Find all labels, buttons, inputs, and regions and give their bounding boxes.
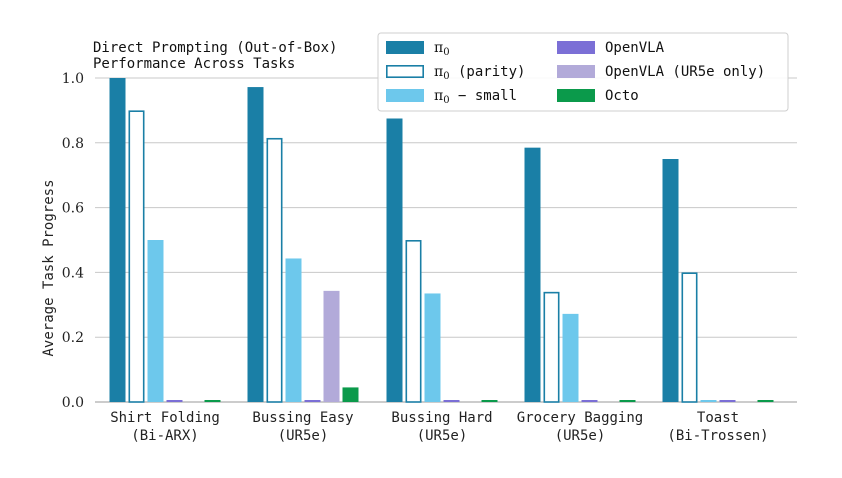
legend-swatch-openvla_ur5 <box>557 65 595 78</box>
bar-octo-4 <box>757 400 774 402</box>
bar-pi0_small-4 <box>700 400 717 402</box>
bar-pi0_parity-4 <box>681 272 698 403</box>
bar-pi0_parity-3 <box>543 291 560 403</box>
legend-swatch-pi0_small <box>386 89 424 102</box>
y-axis-label: Average Task Progress <box>41 179 57 356</box>
x-tick-label: Toast (Bi-Trossen) <box>667 410 768 444</box>
bar-openvla_ur5-1 <box>323 290 340 402</box>
y-tick-label: 0.6 <box>62 201 84 217</box>
bar-openvla-2 <box>443 400 460 402</box>
legend-swatch-pi0 <box>386 41 424 54</box>
bar-pi0_small-2 <box>424 293 441 402</box>
bar-pi0-1 <box>247 87 264 403</box>
bar-pi0-0 <box>109 78 126 402</box>
y-tick-label: 0.2 <box>62 330 84 346</box>
y-tick-label: 1.0 <box>62 71 84 87</box>
x-tick-label: Grocery Bagging (UR5e) <box>517 410 643 444</box>
chart-title: Direct Prompting (Out-of-Box) Performance… <box>93 40 337 72</box>
legend-swatch-openvla <box>557 41 595 54</box>
bar-octo-0 <box>204 400 221 402</box>
bars <box>109 78 774 403</box>
bar-pi0-3 <box>524 147 541 402</box>
legend-swatch-pi0_parity <box>385 65 424 79</box>
bar-pi0-2 <box>386 118 403 402</box>
y-axis-ticks: 0.0 0.2 0.4 0.6 0.8 1.0 <box>62 71 84 411</box>
x-tick-label: Shirt Folding (Bi-ARX) <box>110 410 220 444</box>
bar-pi0_parity-0 <box>128 110 145 403</box>
legend-label-pi0_parity: π0 (parity) <box>434 64 525 82</box>
bar-pi0-4 <box>662 159 679 402</box>
bar-octo-3 <box>619 400 636 402</box>
legend-label-pi0: π0 <box>434 40 450 58</box>
bar-openvla-1 <box>304 400 321 402</box>
x-axis-ticks: Shirt Folding (Bi-ARX) Bussing Easy (UR5e) B… <box>110 410 768 444</box>
bar-octo-1 <box>342 387 359 402</box>
legend-label-openvla_ur5: OpenVLA (UR5e only) <box>605 64 765 80</box>
bar-pi0_small-3 <box>562 313 579 402</box>
bar-openvla-0 <box>166 400 183 402</box>
legend-label-octo: Octo <box>605 88 639 104</box>
bar-pi0_small-1 <box>285 258 302 402</box>
bar-pi0_small-0 <box>147 240 164 402</box>
legend-swatch-octo <box>557 89 595 102</box>
legend-label-openvla: OpenVLA <box>605 40 665 56</box>
bar-octo-2 <box>481 400 498 402</box>
bar-pi0_parity-1 <box>266 137 283 403</box>
legend: π0 π0 (parity) π0 − small OpenVLA OpenVLA (U… <box>377 32 789 112</box>
bar-openvla-4 <box>719 400 736 402</box>
y-tick-label: 0.8 <box>62 136 84 152</box>
x-tick-label: Bussing Easy (UR5e) <box>252 410 353 444</box>
x-tick-label: Bussing Hard (UR5e) <box>391 410 492 444</box>
y-tick-label: 0.4 <box>62 265 84 281</box>
legend-label-pi0_small: π0 − small <box>434 88 517 106</box>
bar-pi0_parity-2 <box>405 240 422 403</box>
y-tick-label: 0.0 <box>62 395 84 411</box>
bar-openvla-3 <box>581 400 598 402</box>
